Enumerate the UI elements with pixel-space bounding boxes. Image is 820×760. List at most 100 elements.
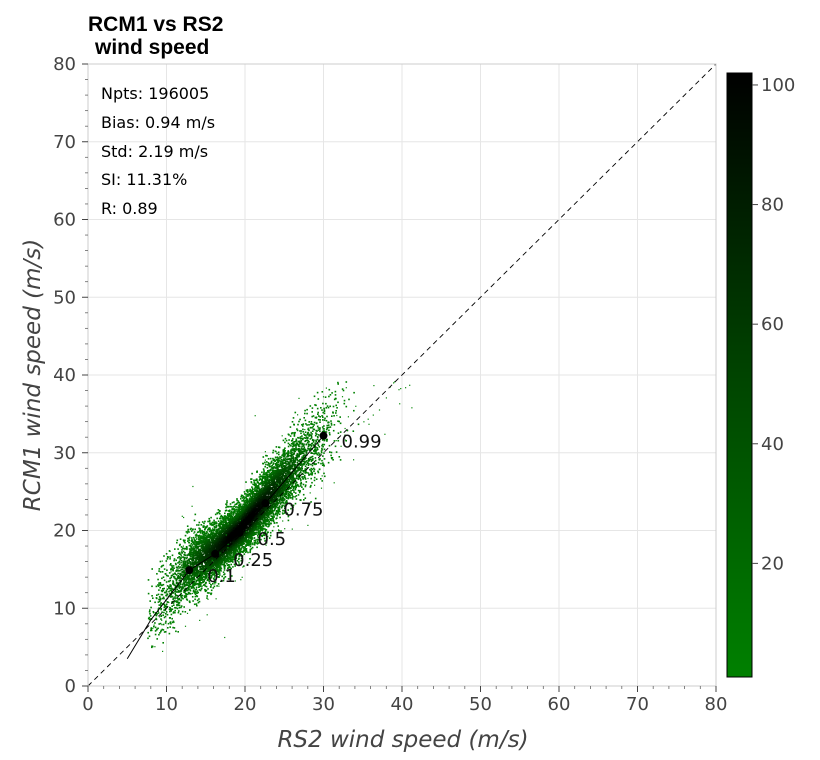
density-point <box>169 592 171 595</box>
density-point <box>247 541 250 544</box>
density-point <box>249 558 251 560</box>
density-point <box>156 628 158 630</box>
density-point <box>256 487 258 490</box>
density-point <box>210 541 212 544</box>
density-point <box>297 470 299 472</box>
density-point <box>190 585 192 587</box>
density-point <box>184 585 186 588</box>
density-point <box>184 596 186 599</box>
density-point <box>208 517 210 520</box>
density-point <box>305 437 307 439</box>
density-point <box>254 521 256 523</box>
density-point <box>231 556 234 559</box>
density-point <box>223 534 226 536</box>
density-point <box>260 487 263 490</box>
density-point <box>188 531 190 533</box>
density-point <box>306 408 308 411</box>
density-point <box>326 405 329 407</box>
density-point <box>281 480 284 483</box>
density-point <box>182 571 185 573</box>
density-point <box>199 541 202 543</box>
density-point <box>282 453 284 456</box>
density-point <box>170 589 173 591</box>
density-point <box>180 546 183 548</box>
density-point <box>316 425 319 428</box>
density-point <box>192 589 195 592</box>
density-point <box>262 508 264 511</box>
density-point <box>179 613 182 615</box>
density-point <box>270 476 272 478</box>
density-point <box>249 501 252 503</box>
density-point <box>256 542 258 544</box>
density-point <box>290 490 292 492</box>
density-point <box>319 428 321 431</box>
density-point <box>253 519 256 521</box>
density-point <box>183 564 186 566</box>
density-point <box>253 532 256 534</box>
density-point <box>258 494 260 497</box>
density-point <box>292 438 294 440</box>
density-point <box>154 601 156 604</box>
density-point <box>194 534 197 536</box>
density-point <box>181 549 183 551</box>
density-point <box>193 561 196 564</box>
density-point <box>223 529 225 531</box>
density-point <box>297 477 299 480</box>
density-point <box>235 526 237 529</box>
density-point <box>182 574 184 577</box>
density-point <box>261 522 264 525</box>
density-point <box>250 540 252 543</box>
density-point <box>193 573 196 576</box>
density-point <box>274 463 277 465</box>
density-point <box>238 545 240 548</box>
density-point <box>214 513 217 516</box>
density-point <box>203 568 205 570</box>
density-point <box>160 630 162 633</box>
density-point <box>179 538 182 540</box>
density-point <box>292 477 294 480</box>
density-point <box>160 603 162 605</box>
density-point <box>297 489 300 492</box>
density-point <box>177 589 180 592</box>
density-point <box>324 417 326 420</box>
density-point <box>164 615 167 618</box>
density-point <box>251 487 254 490</box>
density-point <box>171 617 173 620</box>
density-point <box>323 465 325 467</box>
density-point <box>202 525 204 527</box>
density-point <box>182 582 184 585</box>
density-point <box>291 457 294 459</box>
density-point <box>175 582 178 585</box>
density-point <box>168 608 171 611</box>
density-point <box>328 429 330 432</box>
density-point <box>226 528 228 530</box>
density-point <box>289 460 291 462</box>
density-point <box>294 484 297 487</box>
density-point <box>162 614 164 616</box>
density-point <box>287 450 290 452</box>
density-point <box>217 524 219 527</box>
density-point <box>222 522 225 524</box>
density-point <box>292 480 294 482</box>
density-point <box>194 546 197 549</box>
density-point <box>172 621 174 624</box>
density-point <box>287 509 289 511</box>
density-point <box>179 566 182 568</box>
density-point <box>200 524 203 526</box>
density-point <box>165 611 168 613</box>
density-point <box>208 576 210 579</box>
density-point <box>214 559 216 562</box>
density-point <box>198 580 201 583</box>
density-point <box>283 498 285 500</box>
density-point <box>261 479 263 482</box>
density-point <box>314 472 316 475</box>
density-point <box>198 545 200 548</box>
density-point <box>306 439 308 442</box>
density-point <box>174 611 176 614</box>
density-point <box>315 463 317 465</box>
density-point <box>198 598 200 600</box>
density-point <box>172 573 174 575</box>
density-point <box>203 543 206 545</box>
density-point <box>292 458 295 460</box>
density-point <box>301 476 303 478</box>
